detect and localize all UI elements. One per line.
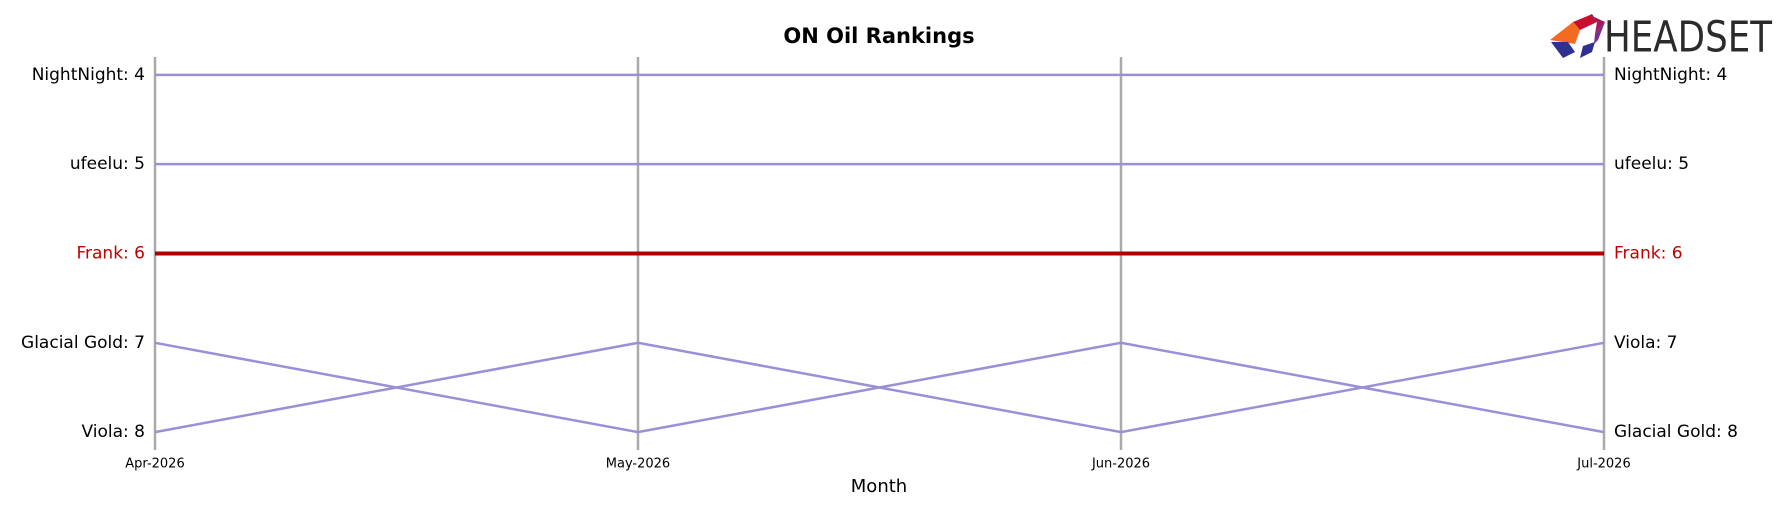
x-tick-label: Jun-2026 — [1091, 457, 1150, 472]
logo-shape — [1573, 15, 1597, 30]
value-label: Glacial Gold: 7 — [21, 333, 145, 353]
value-label: Viola: 7 — [1614, 333, 1677, 353]
logo-shape — [1551, 42, 1575, 58]
value-label: Glacial Gold: 8 — [1614, 422, 1738, 442]
logo-shape — [1594, 22, 1605, 44]
value-label: Frank: 6 — [76, 244, 145, 264]
value-label: ufeelu: 5 — [1614, 154, 1689, 174]
chart-title: ON Oil Rankings — [783, 24, 974, 48]
x-tick-label: May-2026 — [606, 457, 670, 472]
x-tick-label: Jul-2026 — [1576, 457, 1630, 472]
value-label: NightNight: 4 — [32, 65, 145, 85]
logo-shape — [1590, 15, 1605, 34]
value-label: NightNight: 4 — [1614, 65, 1727, 85]
logo-text: HEADSET — [1604, 13, 1773, 63]
logo: HEADSET — [1550, 13, 1773, 63]
logo-shape — [1550, 22, 1580, 44]
x-tick-label: Apr-2026 — [125, 457, 184, 472]
value-label: Viola: 8 — [82, 422, 145, 442]
value-label: ufeelu: 5 — [70, 154, 145, 174]
rank-line — [154, 341, 1605, 434]
value-label: Frank: 6 — [1614, 244, 1683, 264]
logo-shape — [1580, 42, 1595, 58]
x-axis-label: Month — [851, 476, 907, 497]
